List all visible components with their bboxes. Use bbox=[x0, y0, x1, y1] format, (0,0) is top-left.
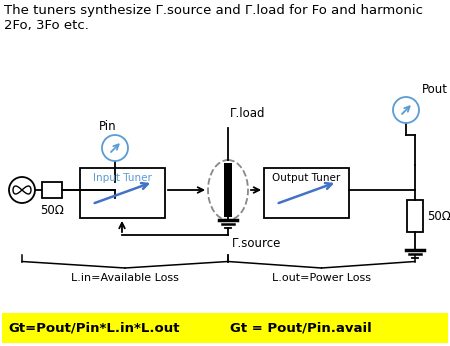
Text: Input Tuner: Input Tuner bbox=[93, 173, 152, 183]
Text: L.in=Available Loss: L.in=Available Loss bbox=[71, 273, 179, 283]
Text: Pout: Pout bbox=[422, 83, 448, 96]
Text: Output Tuner: Output Tuner bbox=[272, 173, 341, 183]
Circle shape bbox=[9, 177, 35, 203]
Text: The tuners synthesize Γ.source and Γ.load for Fo and harmonic
2Fo, 3Fo etc.: The tuners synthesize Γ.source and Γ.loa… bbox=[4, 4, 423, 32]
Text: Gt=Pout/Pin*L.in*L.out: Gt=Pout/Pin*L.in*L.out bbox=[8, 321, 180, 335]
Bar bbox=[80, 168, 165, 218]
Text: L.out=Power Loss: L.out=Power Loss bbox=[272, 273, 371, 283]
Bar bbox=[264, 168, 349, 218]
Text: Γ.source: Γ.source bbox=[232, 237, 281, 250]
Circle shape bbox=[102, 135, 128, 161]
Text: 50Ω: 50Ω bbox=[427, 209, 450, 222]
Text: Γ.load: Γ.load bbox=[230, 107, 266, 120]
Bar bbox=[2, 313, 448, 343]
Text: 50Ω: 50Ω bbox=[40, 204, 64, 217]
Bar bbox=[42, 182, 62, 198]
Text: Pin: Pin bbox=[99, 120, 117, 133]
Bar bbox=[407, 200, 423, 232]
Bar bbox=[224, 163, 232, 217]
Ellipse shape bbox=[208, 160, 248, 220]
Text: Gt = Pout/Pin.avail: Gt = Pout/Pin.avail bbox=[230, 321, 372, 335]
Circle shape bbox=[393, 97, 419, 123]
